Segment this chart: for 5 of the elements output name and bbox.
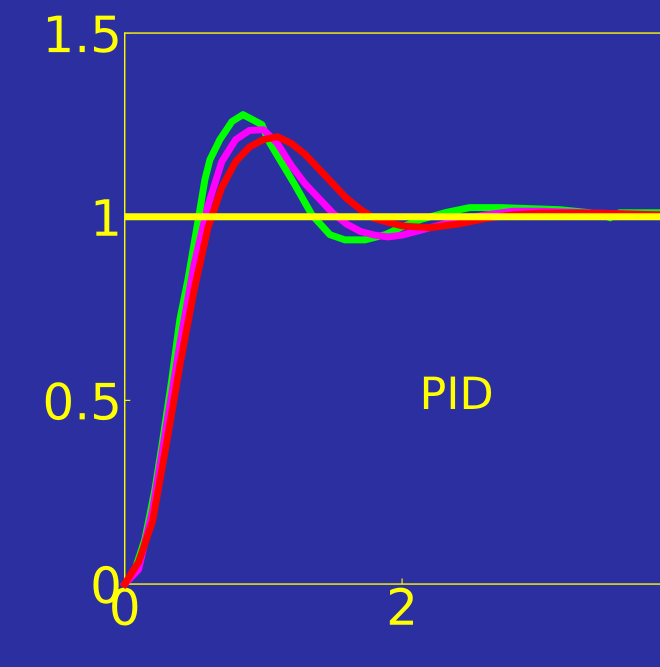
y-tick-label: 1 xyxy=(96,199,118,236)
annotation: PID xyxy=(424,376,492,409)
y-tick-label: 0.5 xyxy=(46,382,118,420)
x-tick-label: 2 xyxy=(390,588,413,625)
y-tick-label: 1.5 xyxy=(48,16,118,53)
